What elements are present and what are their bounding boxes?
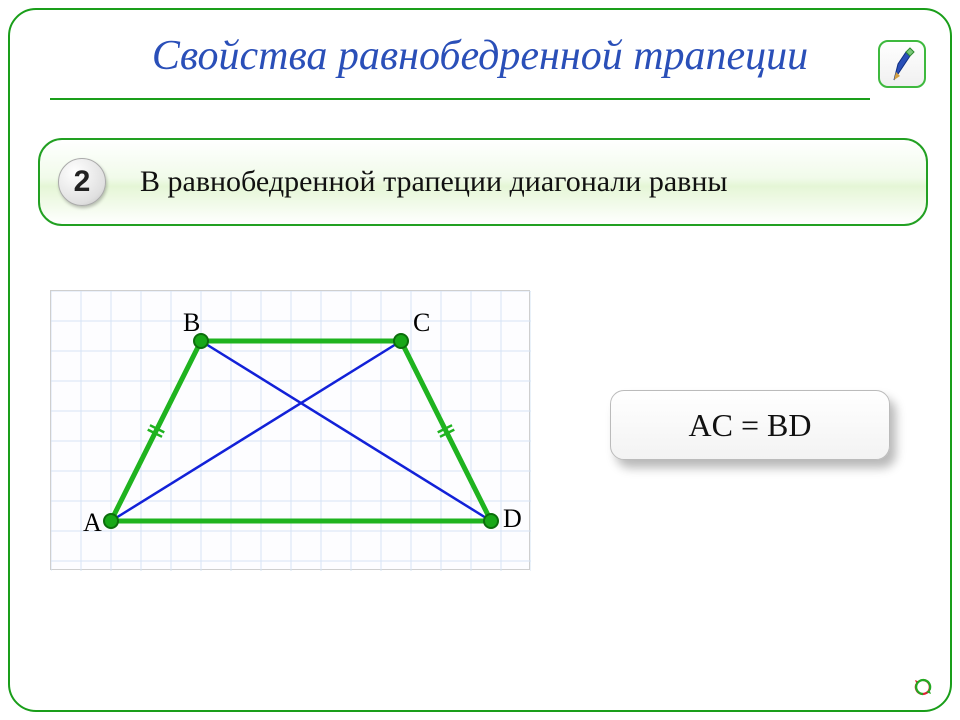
pen-icon <box>888 46 916 82</box>
svg-text:A: A <box>83 508 102 537</box>
theorem-number-badge: 2 <box>58 158 106 206</box>
svg-text:C: C <box>413 308 430 337</box>
slide-title: Свойства равнобедренной трапеции <box>10 32 950 80</box>
theorem-box: 2 В равнобедренной трапеции диагонали ра… <box>38 138 928 226</box>
formula-box: AC = BD <box>610 390 890 460</box>
slide-frame: Свойства равнобедренной трапеции 2 В рав… <box>8 8 952 712</box>
trapezoid-diagram: A B C D <box>50 290 530 570</box>
title-underline <box>50 98 870 100</box>
refresh-icon <box>913 677 933 697</box>
svg-text:B: B <box>183 308 200 337</box>
pen-button[interactable] <box>878 40 926 88</box>
refresh-button[interactable] <box>912 676 934 698</box>
svg-text:D: D <box>503 504 522 533</box>
formula-text: AC = BD <box>689 407 812 444</box>
theorem-text: В равнобедренной трапеции диагонали равн… <box>140 165 728 199</box>
